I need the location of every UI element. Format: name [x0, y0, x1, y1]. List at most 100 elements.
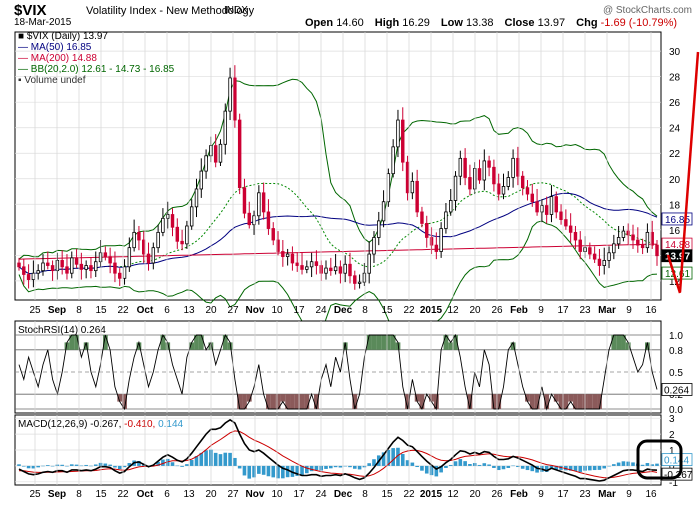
macd-histogram-bar: [511, 465, 515, 467]
stoch-oversold-fill: [266, 394, 271, 409]
macd-tag: 0.144: [664, 456, 689, 467]
stoch-y-tick: 0.0: [669, 405, 683, 416]
stoch-oversold-fill: [242, 394, 247, 409]
macd-histogram-bar: [381, 452, 386, 466]
candle: [568, 225, 573, 233]
macd-histogram-bar: [285, 465, 290, 478]
macd-histogram-bar: [645, 463, 650, 466]
macd-histogram-bar: [122, 465, 127, 468]
macd-histogram-bar: [544, 465, 549, 472]
price-tag-box: [661, 266, 693, 280]
stoch-overbought-fill: [102, 335, 108, 350]
candle: [386, 173, 391, 203]
stoch-oversold-fill: [299, 394, 305, 409]
candle: [477, 168, 482, 181]
candle: [223, 110, 227, 145]
stoch-oversold-fill: [246, 394, 252, 402]
candle: [468, 177, 472, 190]
macd-histogram-bar: [55, 464, 60, 466]
candle: [17, 262, 21, 268]
stoch-overbought-fill: [165, 342, 171, 350]
x-tick-label-top: 2015: [420, 305, 443, 316]
candle: [367, 253, 371, 274]
candle: [415, 180, 419, 213]
stoch-overbought-fill: [366, 335, 372, 350]
candle: [381, 201, 386, 222]
candle: [161, 217, 165, 233]
macd-histogram-bar: [290, 465, 295, 477]
x-tick-label-top: Oct: [137, 305, 154, 316]
stoch-overbought-fill: [227, 342, 233, 350]
stoch-overbought-fill: [194, 335, 199, 350]
stoch-y-tick: 1.0: [669, 331, 683, 342]
stoch-oversold-fill: [270, 394, 276, 409]
macd-histogram-bar: [348, 465, 352, 468]
candle: [396, 119, 400, 148]
x-axis: 25 25 Sep Sep 8 8 15 15 22 22 Oct Oct 6 6 13 13 20 20 27 27…: [29, 32, 657, 500]
stoch-oversold-fill: [558, 394, 564, 409]
candle: [655, 244, 659, 257]
macd-histogram-bar: [41, 465, 45, 467]
macd-histogram-bar: [161, 459, 165, 466]
x-tick-label-bottom: 20: [205, 489, 217, 500]
macd-histogram-bar: [429, 465, 434, 476]
macd-histogram-bar: [530, 465, 535, 472]
candle: [612, 243, 616, 254]
candle: [151, 247, 156, 264]
macd-histogram-bar: [520, 465, 525, 469]
candle: [439, 228, 443, 252]
price-y-tick: 18: [669, 200, 681, 211]
x-tick-label-bottom: Dec: [334, 489, 353, 500]
stoch-overbought-fill: [385, 335, 391, 350]
candle: [324, 267, 328, 274]
x-tick-label-bottom: 17: [293, 489, 305, 500]
candle: [597, 258, 602, 266]
stoch-oversold-fill: [117, 394, 123, 402]
stoch-oversold-fill: [491, 394, 497, 409]
macd-histogram-bar: [21, 465, 26, 467]
stoch-overbought-fill: [136, 342, 142, 350]
candle: [146, 253, 151, 264]
macd-histogram-bar: [180, 465, 184, 467]
symbol: $VIX: [14, 2, 47, 19]
macd-histogram-bar: [424, 465, 429, 474]
candle: [22, 266, 26, 275]
x-tick-label-top: 6: [164, 305, 170, 316]
candle: [377, 220, 381, 238]
x-tick-label-top: 24: [315, 305, 327, 316]
candle: [50, 265, 55, 272]
price-y-tick: 20: [669, 175, 681, 186]
x-tick-label-bottom: 16: [645, 489, 657, 500]
x-tick-label-top: 12: [447, 305, 459, 316]
stoch-oversold-fill: [525, 394, 530, 402]
red-arrow-line: [678, 51, 700, 293]
candle: [70, 257, 74, 274]
macd-legend-signal: -0.410,: [124, 419, 158, 430]
price-y-tick: 22: [669, 149, 681, 160]
macd-histogram-bar: [434, 465, 439, 477]
candle: [218, 143, 223, 163]
legend-bb: — BB(20,2.0) 12.61 - 14.73 - 16.85: [18, 64, 175, 75]
macd-histogram-bar: [26, 465, 31, 469]
candle: [103, 252, 108, 258]
stoch-overbought-fill: [83, 342, 89, 350]
candle: [348, 263, 352, 277]
macd-histogram-bar: [650, 464, 655, 466]
price-y-tick: 28: [669, 73, 681, 84]
x-tick-label-top: 9: [626, 305, 632, 316]
stoch-overbought-fill: [222, 335, 228, 350]
x-tick-label-top: 9: [538, 305, 544, 316]
candle: [588, 247, 592, 255]
macd-histogram-bar: [362, 465, 367, 468]
macd-histogram-bar: [223, 452, 228, 466]
ohlc-summary: Open 14.60 High 16.29 Low 13.38 Close 13…: [305, 17, 677, 29]
macd-histogram-bar: [17, 464, 21, 466]
stoch-overbought-fill: [611, 335, 617, 350]
macd-histogram-bar: [506, 465, 511, 468]
candle: [578, 239, 582, 252]
candle: [266, 211, 271, 229]
x-tick-label-bottom: 22: [117, 489, 129, 500]
x-tick-label-top: Sep: [48, 305, 66, 316]
macd-histogram-bar: [194, 456, 199, 466]
